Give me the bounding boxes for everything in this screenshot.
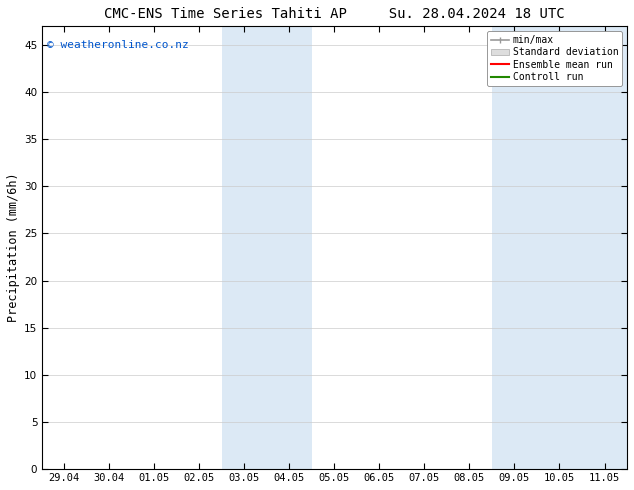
Bar	[222, 26, 312, 469]
Legend: min/max, Standard deviation, Ensemble mean run, Controll run: min/max, Standard deviation, Ensemble me…	[488, 31, 622, 86]
Text: © weatheronline.co.nz: © weatheronline.co.nz	[48, 40, 189, 49]
Title: CMC-ENS Time Series Tahiti AP     Su. 28.04.2024 18 UTC: CMC-ENS Time Series Tahiti AP Su. 28.04.…	[104, 7, 565, 21]
Bar	[492, 26, 627, 469]
Y-axis label: Precipitation (mm/6h): Precipitation (mm/6h)	[7, 173, 20, 322]
